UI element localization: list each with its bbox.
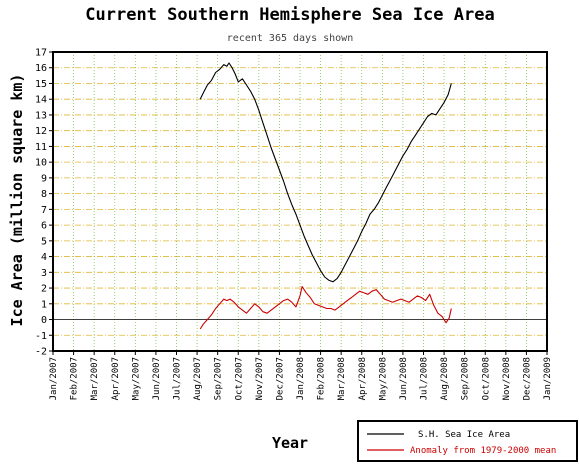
y-tick-label: 17 bbox=[35, 48, 47, 59]
grid-lines bbox=[53, 51, 547, 352]
y-tick-label: 14 bbox=[35, 95, 47, 106]
x-tick-label: Feb/2007 bbox=[70, 357, 80, 400]
y-tick-label: 12 bbox=[35, 126, 47, 137]
x-tick-label: Apr/2008 bbox=[358, 357, 368, 400]
x-tick-label: Oct/2007 bbox=[234, 357, 244, 400]
x-tick-label: Nov/2008 bbox=[502, 357, 512, 400]
y-tick-label: 0 bbox=[41, 315, 47, 326]
chart-subtitle: recent 365 days shown bbox=[227, 33, 353, 44]
x-tick-label: May/2007 bbox=[131, 357, 141, 400]
y-tick-label: 1 bbox=[41, 299, 47, 310]
y-tick-label: 5 bbox=[41, 236, 47, 247]
y-axis-label: Ice Area (million square km) bbox=[8, 74, 26, 327]
x-tick-label: Apr/2007 bbox=[111, 357, 121, 400]
series-lines bbox=[199, 62, 452, 330]
series-ice-area-line bbox=[199, 62, 452, 283]
x-tick-label: Jul/2008 bbox=[420, 357, 430, 400]
x-tick-label: Jul/2007 bbox=[173, 357, 183, 400]
x-tick-label: Sep/2007 bbox=[214, 357, 224, 400]
plot-background bbox=[53, 52, 547, 351]
legend-label-anomaly: Anomaly from 1979-2000 mean bbox=[410, 446, 556, 456]
x-tick-label: Jun/2007 bbox=[152, 357, 162, 400]
y-tick-label: -2 bbox=[35, 347, 47, 358]
x-tick-label: Jan/2008 bbox=[296, 357, 306, 400]
x-tick-label: Feb/2008 bbox=[317, 357, 327, 400]
y-tick-label: 9 bbox=[41, 173, 47, 184]
x-tick-label: Jan/2009 bbox=[543, 357, 553, 400]
y-tick-label: 10 bbox=[35, 158, 47, 169]
x-tick-label: Aug/2008 bbox=[440, 357, 450, 400]
x-tick-label: Dec/2007 bbox=[275, 357, 285, 400]
x-tick-label: May/2008 bbox=[378, 357, 388, 400]
y-tick-label: 2 bbox=[41, 284, 47, 295]
y-tick-label: 8 bbox=[41, 189, 47, 200]
y-tick-label: 15 bbox=[35, 79, 47, 90]
y-tick-label: 3 bbox=[41, 268, 47, 279]
y-tick-label: -1 bbox=[35, 331, 47, 342]
y-tick-label: 11 bbox=[35, 142, 47, 153]
x-tick-label: Mar/2007 bbox=[90, 357, 100, 400]
x-axis-label: Year bbox=[272, 434, 308, 452]
legend: S.H. Sea Ice Area Anomaly from 1979-2000… bbox=[357, 420, 578, 462]
x-tick-label: Sep/2008 bbox=[461, 357, 471, 400]
x-tick-label: Aug/2007 bbox=[193, 357, 203, 400]
x-tick-label: Dec/2008 bbox=[522, 357, 532, 400]
series-anomaly-line bbox=[199, 285, 452, 330]
x-axis-ticks: Jan/2007 Feb/2007 Mar/2007 Apr/2007 May/2007… bbox=[49, 351, 553, 400]
x-tick-label: Oct/2008 bbox=[481, 357, 491, 400]
x-tick-label: Jan/2007 bbox=[49, 357, 59, 400]
x-tick-label: Jun/2008 bbox=[399, 357, 409, 400]
y-tick-label: 6 bbox=[41, 221, 47, 232]
legend-box bbox=[357, 420, 578, 462]
x-tick-label: Mar/2008 bbox=[337, 357, 347, 400]
x-tick-label: Nov/2007 bbox=[255, 357, 265, 400]
y-tick-label: 7 bbox=[41, 205, 47, 216]
y-tick-label: 4 bbox=[41, 252, 47, 263]
chart-title: Current Southern Hemisphere Sea Ice Area bbox=[85, 5, 494, 25]
y-tick-label: 16 bbox=[35, 63, 47, 74]
y-tick-label: 13 bbox=[35, 110, 47, 121]
legend-label-ice-area: S.H. Sea Ice Area bbox=[418, 430, 510, 440]
